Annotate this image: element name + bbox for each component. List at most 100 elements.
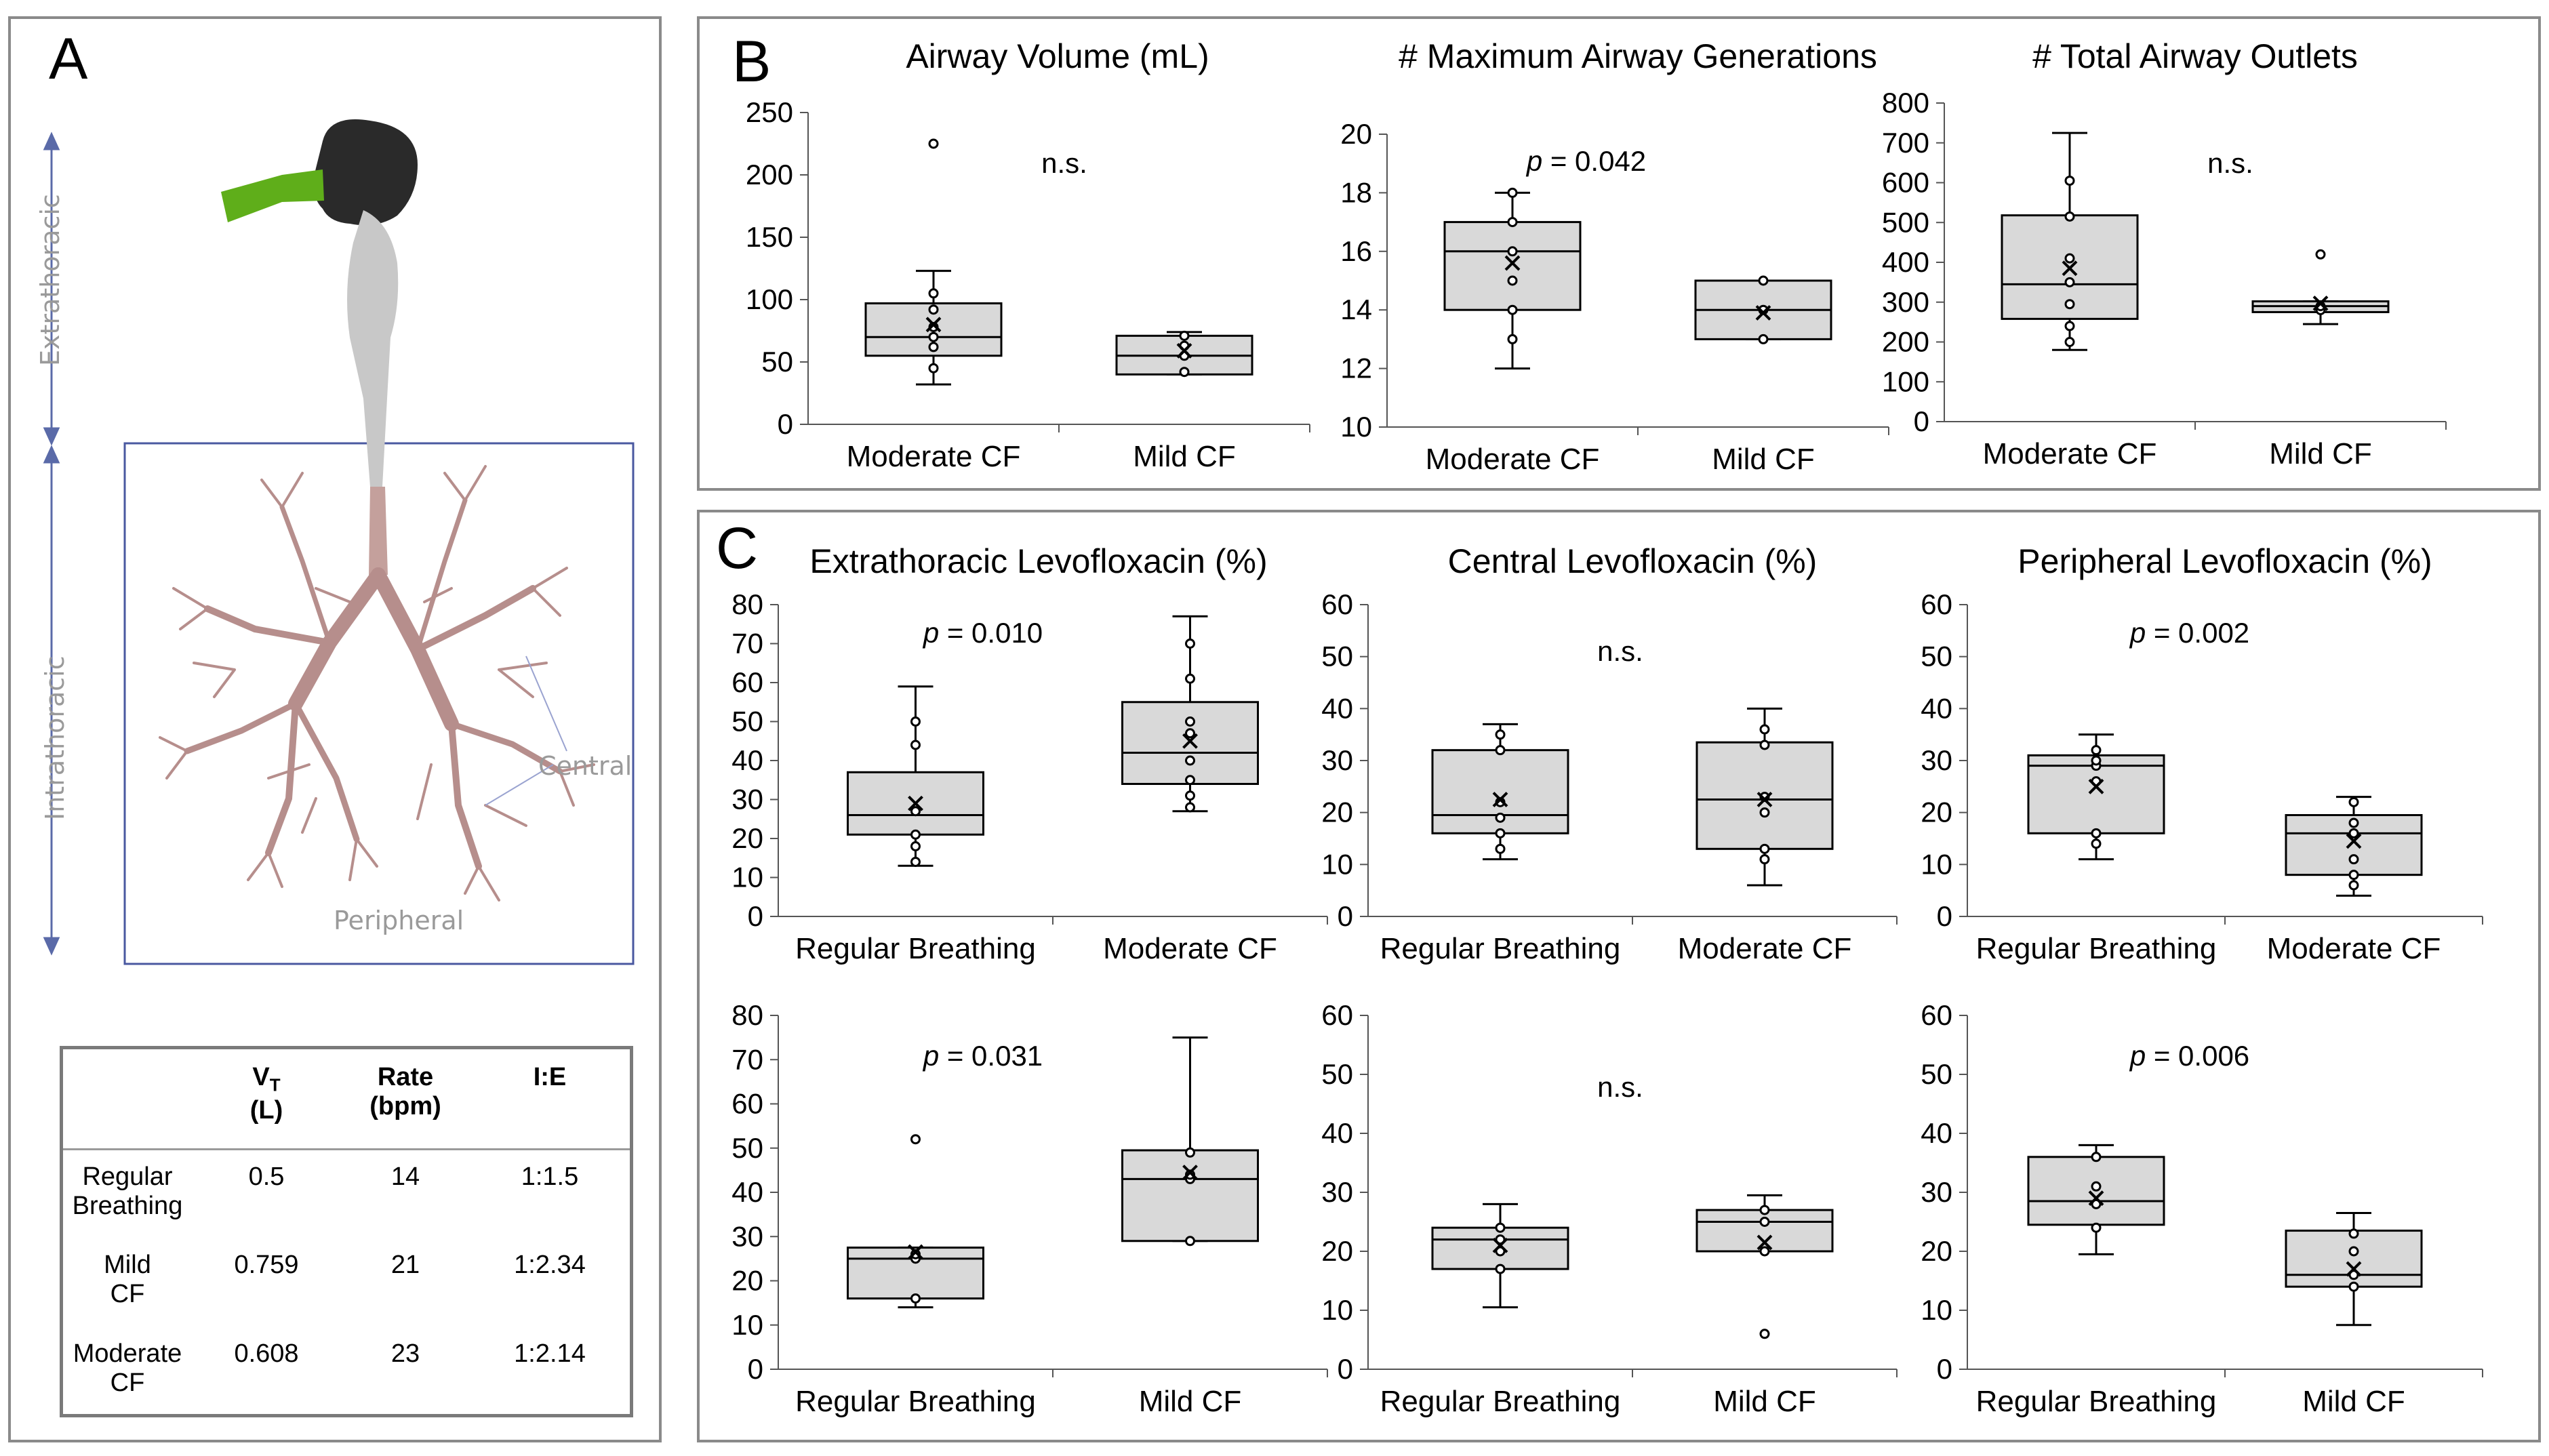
- x-category-label: Moderate CF: [1103, 932, 1277, 965]
- data-point: [1185, 728, 1195, 739]
- x-category-label: Regular Breathing: [1380, 932, 1621, 965]
- y-tick-label: 50: [1921, 1058, 1952, 1090]
- mean-marker-b: [1755, 305, 1771, 321]
- data-point: [2348, 796, 2359, 807]
- panel-c: C: [697, 510, 2541, 1442]
- y-tick-label: 70: [731, 1043, 763, 1075]
- y-tick-label: 16: [1340, 235, 1372, 267]
- boxplot-chart: Peripheral Levofloxacin (%) p = 0.002 0 10 2…: [1921, 542, 2483, 965]
- boxplot-chart: p = 0.031 0 10 20 30 40 50 60 70 80 Regular Breath…: [731, 999, 1328, 1418]
- y-tick-label: 0: [1937, 1353, 1952, 1385]
- ie-header-label: I:E: [533, 1063, 567, 1091]
- data-point: [1758, 275, 1769, 286]
- p-value: = 0.002: [2146, 617, 2249, 649]
- chart-title: Peripheral Levofloxacin (%): [2018, 542, 2432, 580]
- mean-marker-b: [1492, 792, 1508, 807]
- data-point: [928, 288, 939, 299]
- significance-annotation: n.s.: [1041, 147, 1087, 179]
- data-point: [1185, 802, 1195, 813]
- mean-marker-b: [2088, 1190, 2104, 1207]
- data-point: [1185, 673, 1195, 684]
- mean-marker-b: [925, 317, 942, 333]
- data-point: [1759, 854, 1770, 865]
- row-label-line2: CF: [110, 1279, 145, 1308]
- iqr-box: [1443, 221, 1582, 311]
- rate-cell: 14: [390, 1162, 420, 1191]
- y-tick-label: 10: [1921, 848, 1952, 880]
- chart-title: # Total Airway Outlets: [2032, 37, 2358, 75]
- panel-a: A: [8, 16, 662, 1442]
- data-point: [1507, 333, 1518, 344]
- mean-marker-b: [2312, 296, 2329, 311]
- y-tick-label: 60: [1921, 588, 1952, 620]
- y-tick-label: 80: [731, 999, 763, 1031]
- mean-marker-b: [1182, 733, 1198, 749]
- y-tick-label: 0: [1338, 1353, 1353, 1385]
- data-point: [2064, 299, 2075, 310]
- significance-annotation: p = 0.006: [2129, 1040, 2249, 1072]
- p-value: = 0.042: [1542, 145, 1646, 177]
- data-point: [2064, 253, 2075, 264]
- data-point: [2064, 321, 2075, 331]
- data-point: [1759, 740, 1770, 750]
- y-tick-label: 30: [731, 784, 763, 815]
- y-tick-label: 60: [731, 1088, 763, 1120]
- data-point: [928, 138, 939, 149]
- y-tick-label: 20: [1921, 796, 1952, 828]
- central-label: Central: [538, 751, 633, 781]
- significance-annotation: p = 0.042: [1525, 145, 1646, 177]
- data-point: [2348, 880, 2359, 891]
- x-category-label: Mild CF: [1713, 1385, 1816, 1418]
- rate-cell: 23: [390, 1339, 420, 1368]
- panel-b-label: B: [732, 29, 771, 94]
- y-tick-label: 40: [1321, 1117, 1353, 1149]
- y-tick-label: 50: [731, 1132, 763, 1164]
- y-tick-label: 400: [1882, 246, 1929, 278]
- data-point: [2091, 828, 2102, 838]
- y-tick-label: 0: [1914, 405, 1929, 437]
- mean-marker-b: [2346, 1261, 2362, 1277]
- iqr-box: [1121, 1149, 1259, 1242]
- data-point: [1759, 1246, 1770, 1257]
- x-category-label: Regular Breathing: [1380, 1385, 1621, 1418]
- x-category-label: Moderate CF: [847, 440, 1021, 473]
- x-category-label: Regular Breathing: [1976, 932, 2217, 965]
- x-category-label: Moderate CF: [1678, 932, 1852, 965]
- iqr-box: [1695, 1209, 1834, 1253]
- significance-annotation: p = 0.031: [922, 1040, 1043, 1072]
- x-category-label: Regular Breathing: [795, 932, 1036, 965]
- y-tick-label: 0: [778, 408, 793, 440]
- data-point: [1179, 330, 1190, 341]
- data-point: [1759, 1329, 1770, 1339]
- data-point: [1495, 745, 1506, 756]
- data-point: [1185, 790, 1195, 801]
- data-point: [1185, 1236, 1195, 1247]
- y-tick-label: 30: [731, 1220, 763, 1252]
- data-point: [1185, 755, 1195, 766]
- data-point: [2091, 1152, 2102, 1162]
- ie-cell: 1:2.34: [514, 1250, 586, 1279]
- bronchial-tree: [159, 465, 595, 902]
- y-tick-label: 18: [1340, 176, 1372, 208]
- data-point: [2064, 277, 2075, 287]
- mean-marker-b: [1492, 1237, 1508, 1253]
- chart-title: Extrathoracic Levofloxacin (%): [809, 542, 1267, 580]
- mean-marker-b: [1757, 792, 1773, 807]
- x-category-label: Mild CF: [1139, 1385, 1242, 1418]
- data-point: [2091, 755, 2102, 766]
- y-tick-label: 250: [746, 96, 793, 128]
- data-point: [2348, 870, 2359, 881]
- y-tick-label: 20: [1340, 118, 1372, 150]
- data-point: [1495, 828, 1506, 838]
- data-point: [1185, 1147, 1195, 1158]
- data-point: [1758, 333, 1769, 344]
- data-point: [2091, 1222, 2102, 1233]
- table-row: Moderate CF 0.608 23 1:2.14: [62, 1327, 632, 1416]
- p-value: = 0.006: [2146, 1040, 2249, 1072]
- boxplot-chart: Airway Volume (mL) n.s. 0 50 100 150 200 250 Mod…: [746, 37, 1310, 473]
- vt-cell: 0.5: [248, 1162, 285, 1191]
- x-category-label: Regular Breathing: [795, 1385, 1036, 1418]
- data-point: [1507, 187, 1518, 198]
- boxplot-chart: # Maximum Airway Generations p = 0.042 10 1…: [1340, 37, 1889, 476]
